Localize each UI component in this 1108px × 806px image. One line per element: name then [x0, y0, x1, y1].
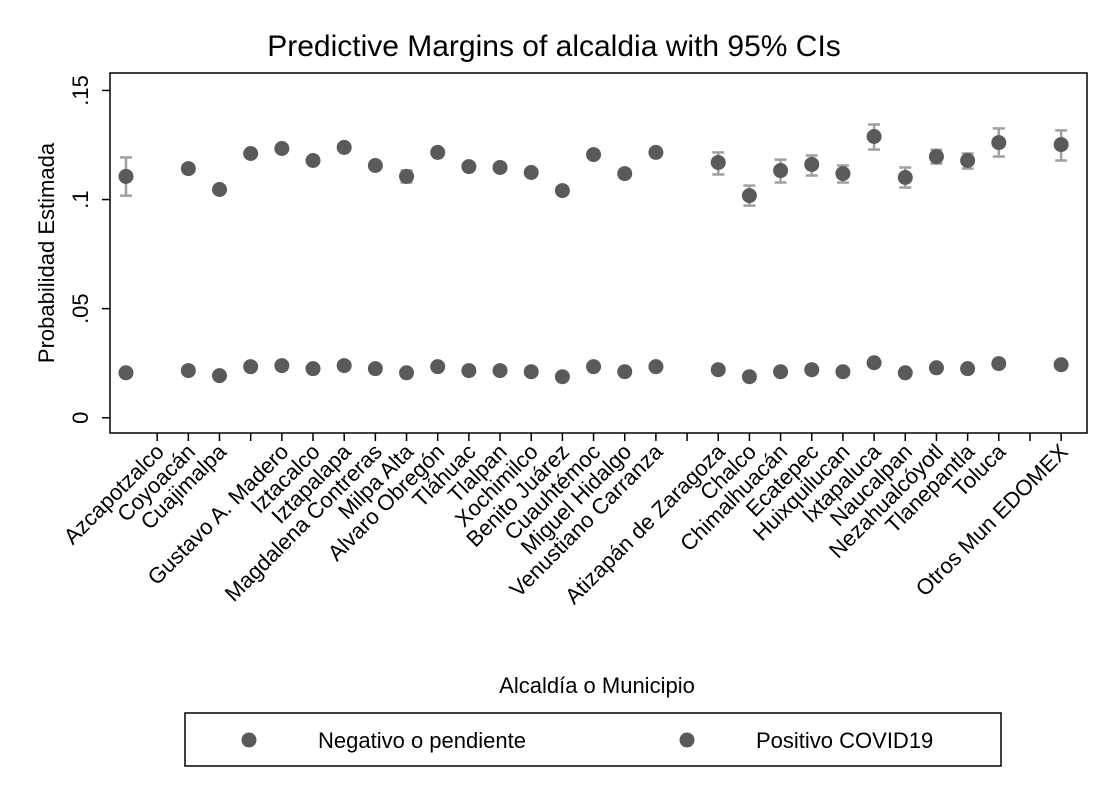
point — [118, 168, 134, 184]
point — [305, 361, 321, 377]
point — [554, 183, 570, 199]
point — [773, 364, 789, 380]
point — [617, 166, 633, 182]
point — [274, 358, 290, 374]
point — [243, 359, 259, 375]
point — [991, 356, 1007, 372]
point — [648, 144, 664, 160]
point — [492, 159, 508, 175]
point — [274, 140, 290, 156]
point — [741, 188, 757, 204]
legend-marker — [241, 732, 257, 748]
point — [180, 161, 196, 177]
point — [118, 365, 134, 381]
legend-marker — [679, 732, 695, 748]
point — [1053, 357, 1069, 373]
point — [710, 362, 726, 378]
point — [586, 359, 602, 375]
point — [461, 159, 477, 175]
point — [180, 363, 196, 379]
point — [336, 139, 352, 155]
point — [991, 135, 1007, 151]
y-tick-label: .05 — [68, 293, 93, 324]
point — [367, 361, 383, 377]
legend-label: Negativo o pendiente — [318, 728, 526, 753]
point — [243, 146, 259, 162]
legend-label: Positivo COVID19 — [756, 728, 933, 753]
y-tick-label: 0 — [68, 412, 93, 424]
point — [835, 166, 851, 182]
point — [617, 364, 633, 380]
y-tick-label: .1 — [68, 190, 93, 208]
point — [461, 363, 477, 379]
point — [492, 363, 508, 379]
point — [866, 355, 882, 371]
point — [866, 128, 882, 144]
point — [399, 168, 415, 184]
point — [399, 365, 415, 381]
plot-frame — [109, 72, 1088, 434]
point — [1053, 137, 1069, 153]
point — [804, 362, 820, 378]
y-tick-label: .15 — [68, 75, 93, 106]
point — [648, 359, 664, 375]
point — [804, 156, 820, 172]
point — [897, 365, 913, 381]
point — [586, 147, 602, 163]
point — [554, 369, 570, 385]
point — [336, 358, 352, 374]
point — [928, 360, 944, 376]
point — [960, 361, 976, 377]
legend-box — [184, 712, 1002, 767]
point — [367, 158, 383, 174]
point — [523, 364, 539, 380]
point — [430, 144, 446, 160]
point — [960, 152, 976, 168]
x-axis-title: Alcaldía o Municipio — [499, 673, 695, 698]
y-axis-title: Probabilidad Estimada — [34, 142, 59, 363]
point — [773, 163, 789, 179]
point — [430, 359, 446, 375]
point — [897, 170, 913, 186]
point — [741, 369, 757, 385]
point — [305, 152, 321, 168]
point — [928, 149, 944, 165]
point — [710, 154, 726, 170]
point — [212, 368, 228, 384]
point — [212, 182, 228, 198]
point — [835, 364, 851, 380]
point — [523, 164, 539, 180]
chart-title: Predictive Margins of alcaldia with 95% … — [267, 30, 841, 63]
